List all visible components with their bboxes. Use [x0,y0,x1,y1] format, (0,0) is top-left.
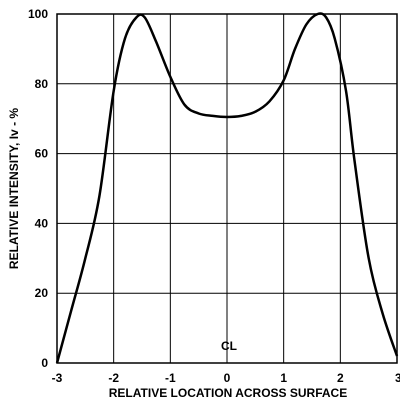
x-tick-label: 0 [224,371,231,385]
y-tick-label: 0 [41,356,48,370]
x-tick-label: -3 [52,371,63,385]
y-tick-label: 100 [28,7,48,21]
x-tick-label: 3 [395,371,400,385]
y-tick-label: 80 [35,77,49,91]
plot-frame [56,13,398,364]
x-tick-label: -1 [165,371,176,385]
tick-labels: -3 -2 -1 0 1 2 3 0 20 40 60 80 100 [28,7,400,385]
y-tick-label: 40 [35,216,49,230]
y-tick-label: 60 [35,147,49,161]
y-axis-title: RELATIVE INTENSITY, Iv - % [7,108,21,269]
x-axis-title: RELATIVE LOCATION ACROSS SURFACE [109,386,347,400]
x-tick-label: 2 [337,371,344,385]
centerline-label: CL [221,339,237,353]
intensity-curve [55,12,399,364]
x-tick-label: -2 [108,371,119,385]
y-tick-label: 20 [35,286,49,300]
x-tick-label: 1 [280,371,287,385]
grid [57,14,397,363]
